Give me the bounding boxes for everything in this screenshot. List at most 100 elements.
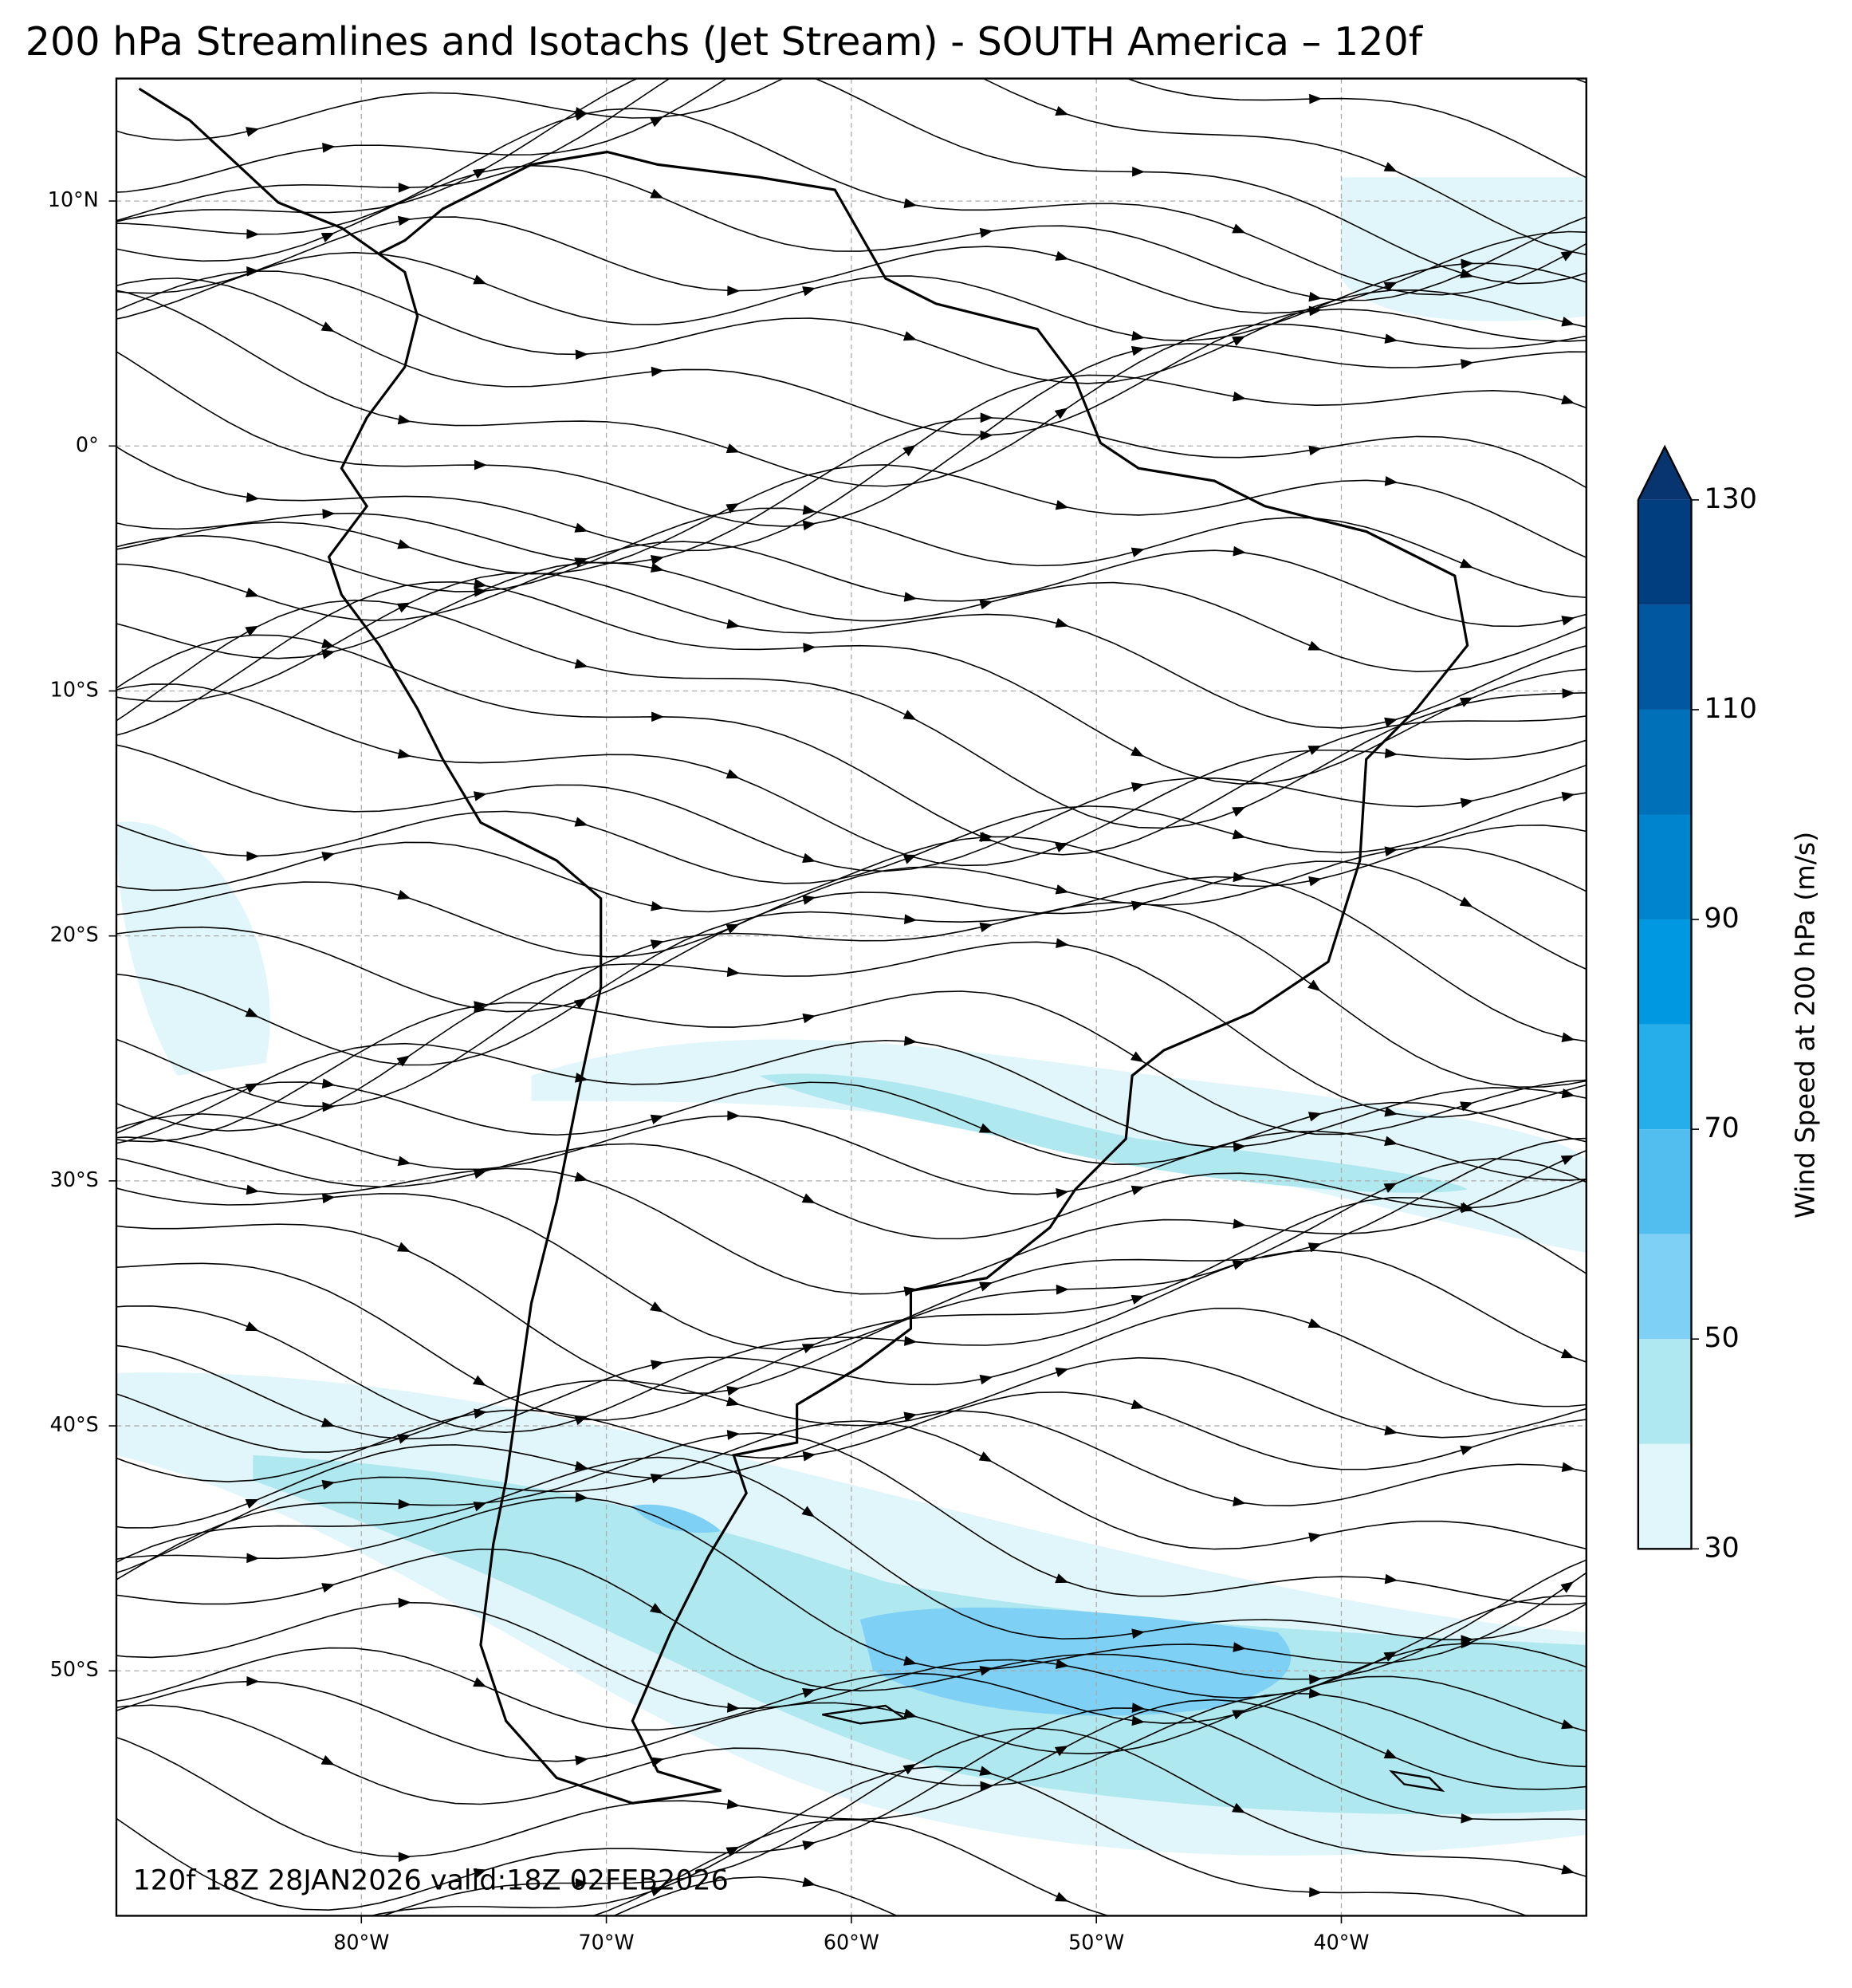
streamline-arrow bbox=[1383, 281, 1398, 292]
colorbar-segment bbox=[1638, 1024, 1692, 1130]
streamline-arrow bbox=[1130, 547, 1145, 557]
streamline bbox=[116, 1039, 1587, 1148]
streamline-arrow bbox=[574, 111, 588, 121]
streamline-arrow bbox=[474, 1001, 487, 1011]
streamline-arrow bbox=[1384, 1573, 1398, 1584]
streamline-arrow bbox=[321, 1078, 336, 1088]
streamline-arrow bbox=[1056, 1188, 1069, 1199]
isotach-region bbox=[116, 821, 270, 1076]
streamline-arrow bbox=[246, 1675, 260, 1687]
streamline-arrow bbox=[902, 331, 917, 341]
streamline-arrow bbox=[1383, 1183, 1398, 1193]
streamline-arrow bbox=[650, 555, 664, 565]
streamline-arrow bbox=[1384, 717, 1398, 728]
streamline-arrow bbox=[473, 1868, 487, 1879]
streamline-arrow bbox=[321, 852, 336, 862]
streamline bbox=[116, 1497, 1587, 1671]
streamline-arrow bbox=[1233, 1142, 1246, 1152]
streamline-arrow bbox=[726, 619, 741, 629]
streamline-arrow bbox=[903, 1708, 918, 1719]
streamline-arrow bbox=[397, 1155, 411, 1167]
streamline bbox=[116, 416, 1587, 565]
islands bbox=[822, 1704, 1445, 1793]
streamline-arrow bbox=[246, 492, 260, 503]
streamline-arrow bbox=[802, 895, 816, 905]
streamline bbox=[116, 581, 1587, 785]
streamline-arrow bbox=[1130, 782, 1145, 793]
streamline-arrow bbox=[1460, 1202, 1474, 1212]
streamline-arrow bbox=[650, 1603, 663, 1614]
streamline-arrow bbox=[397, 215, 411, 226]
streamline-arrow bbox=[902, 710, 917, 720]
streamline-arrow bbox=[979, 600, 993, 610]
streamline bbox=[116, 1158, 1587, 1394]
streamline-arrow bbox=[246, 1947, 260, 1958]
streamline-arrow bbox=[1055, 1659, 1069, 1669]
colorbar-segment bbox=[1638, 1129, 1692, 1234]
streamline-arrow bbox=[1560, 1581, 1575, 1593]
streamline-arrow bbox=[1460, 1445, 1474, 1455]
streamline-arrow bbox=[1232, 1260, 1246, 1270]
streamline-arrow bbox=[802, 505, 816, 515]
streamline bbox=[116, 561, 1587, 672]
streamline-arrow bbox=[473, 1677, 487, 1687]
streamline-arrow bbox=[979, 1374, 993, 1385]
streamline bbox=[116, 1149, 1587, 1295]
streamline-arrow bbox=[473, 1168, 487, 1179]
streamline-arrow bbox=[651, 1360, 664, 1370]
streamline bbox=[116, 860, 1587, 1013]
streamline-arrow bbox=[979, 1281, 993, 1292]
streamline-arrow bbox=[1384, 846, 1398, 856]
streamline-arrow bbox=[246, 851, 260, 862]
streamline-arrow bbox=[726, 966, 741, 978]
streamline-arrow bbox=[575, 1492, 588, 1502]
x-tick-label: 70°W bbox=[579, 1930, 635, 1954]
streamline-arrow bbox=[398, 1498, 411, 1510]
streamline-arrow bbox=[1131, 1715, 1145, 1726]
streamline-arrow bbox=[727, 285, 741, 296]
streamline-arrow bbox=[1130, 1399, 1145, 1410]
streamline-arrow bbox=[397, 1434, 411, 1444]
streamline-arrow bbox=[802, 1876, 816, 1888]
streamline-arrow bbox=[245, 1321, 259, 1332]
streamline-arrow bbox=[474, 459, 487, 470]
streamline-arrow bbox=[903, 198, 918, 209]
streamline-arrow bbox=[801, 1506, 816, 1518]
streamline-arrow bbox=[1055, 105, 1069, 116]
streamline-arrow bbox=[574, 557, 588, 568]
streamline-arrow bbox=[1056, 1284, 1069, 1295]
streamline-arrow bbox=[1233, 872, 1246, 883]
streamline-arrow bbox=[474, 1955, 488, 1967]
streamline bbox=[116, 541, 1587, 628]
streamline-arrow bbox=[1461, 258, 1474, 270]
streamline-arrow bbox=[397, 749, 411, 759]
streamline-arrow bbox=[574, 659, 588, 669]
streamline bbox=[116, 941, 1587, 1132]
streamline-arrow bbox=[1308, 445, 1323, 456]
map-area bbox=[116, 69, 1587, 1967]
streamline bbox=[116, 164, 1587, 301]
colorbar-segment bbox=[1638, 709, 1692, 815]
streamline bbox=[368, 1766, 1529, 1916]
streamline bbox=[116, 744, 1587, 872]
streamline-arrow bbox=[1307, 640, 1322, 651]
streamline-arrow bbox=[321, 638, 336, 648]
streamline-arrow bbox=[246, 1184, 260, 1195]
streamline bbox=[116, 1197, 1587, 1421]
streamline-arrow bbox=[398, 182, 411, 193]
streamline-arrow bbox=[1308, 876, 1322, 887]
streamline-arrow bbox=[1055, 1367, 1069, 1378]
streamline-arrow bbox=[1560, 1348, 1575, 1359]
streamline-arrow bbox=[802, 69, 817, 84]
y-tick-label: 10°N bbox=[48, 187, 99, 211]
streamline bbox=[381, 1727, 1587, 1916]
streamline bbox=[116, 599, 1587, 829]
streamline-arrow bbox=[245, 625, 259, 636]
streamline-arrow bbox=[320, 232, 335, 242]
colorbar-tick-label: 90 bbox=[1704, 903, 1739, 935]
streamline-arrow bbox=[246, 1553, 260, 1564]
colorbar-tick-label: 30 bbox=[1704, 1532, 1739, 1564]
streamline-arrow bbox=[1232, 807, 1246, 817]
streamline-arrow bbox=[1055, 500, 1069, 510]
streamline-arrow bbox=[1561, 1864, 1575, 1875]
